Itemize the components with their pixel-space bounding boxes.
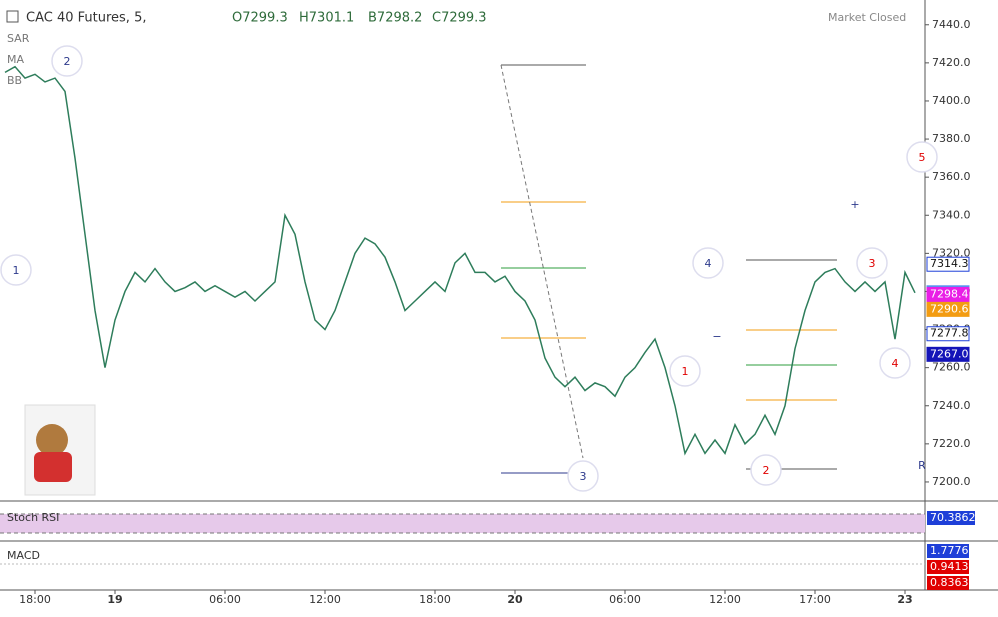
y-tick-label: 7200.0 <box>932 475 971 488</box>
wave-label: 4 <box>705 257 712 270</box>
wave-circle <box>879 347 911 379</box>
symbol-title: CAC 40 Futures, 5, <box>26 11 146 26</box>
y-tick-label: 7420.0 <box>932 56 971 69</box>
wave-label: 1 <box>682 365 689 378</box>
market-status: Market Closed <box>828 11 906 24</box>
ohlc-value: O7299.3 <box>232 11 288 26</box>
x-tick-label: 12:00 <box>709 593 741 606</box>
x-tick-label: 18:00 <box>19 593 51 606</box>
wave-label: 5 <box>919 151 926 164</box>
x-tick-label: 12:00 <box>309 593 341 606</box>
x-tick-label: 06:00 <box>209 593 241 606</box>
menu-icon[interactable] <box>6 10 19 23</box>
wave-circle <box>750 454 782 486</box>
wave-label: R <box>918 459 926 472</box>
price-label-box <box>926 301 970 317</box>
stoch-value: 70.3862 <box>930 511 976 524</box>
y-tick-label: 7240.0 <box>932 399 971 412</box>
wave-label: 1 <box>13 264 20 277</box>
y-tick-label: 7360.0 <box>932 170 971 183</box>
x-tick-label: 06:00 <box>609 593 641 606</box>
price-line <box>4 65 916 456</box>
y-tick-label: 7260.0 <box>932 361 971 374</box>
x-tick-label: 17:00 <box>799 593 831 606</box>
price-label-box <box>926 346 970 362</box>
indicator-label: SAR <box>7 32 30 45</box>
y-tick-label: 7220.0 <box>932 437 971 450</box>
stoch-band <box>0 514 925 533</box>
price-label: 7290.6 <box>930 302 969 315</box>
macd-value-box <box>927 560 969 574</box>
x-tick-label: 20 <box>507 593 523 606</box>
wave-circle <box>567 460 599 492</box>
wave-label: + <box>850 198 859 211</box>
price-label: 7277.8 <box>930 327 969 340</box>
macd-value-box <box>927 544 969 558</box>
wave-circle <box>906 141 938 173</box>
y-tick-label: 7400.0 <box>932 94 971 107</box>
wave-label: 3 <box>580 470 587 483</box>
logo-bear <box>36 424 68 456</box>
wave-circle <box>669 355 701 387</box>
ohlc-value: C7299.3 <box>432 11 487 26</box>
y-tick-label: 7320.0 <box>932 246 971 259</box>
x-tick-label: 18:00 <box>419 593 451 606</box>
price-label: 7298.4 <box>930 288 969 301</box>
indicator-label: BB <box>7 74 22 87</box>
wave-circle <box>51 45 83 77</box>
price-label: 7314.3 <box>930 257 969 270</box>
stoch-value-box <box>927 511 975 525</box>
stoch-title: Stoch RSI <box>7 511 59 524</box>
macd-title: MACD <box>7 549 40 562</box>
wave-label: 2 <box>64 55 71 68</box>
price-label-box <box>926 256 970 272</box>
wave-label: − <box>712 330 721 343</box>
ohlc-value: H7301.1 <box>299 11 354 26</box>
wave-label: 2 <box>763 464 770 477</box>
y-tick-label: 7340.0 <box>932 208 971 221</box>
wave-circle <box>692 247 724 279</box>
wave-circle <box>0 254 32 286</box>
macd-value: 1.7776 <box>930 544 969 557</box>
x-tick-label: 19 <box>107 593 122 606</box>
y-tick-label: 7380.0 <box>932 132 971 145</box>
price-label-box <box>926 326 970 342</box>
wave-circle <box>856 247 888 279</box>
indicator-label: MA <box>7 53 24 66</box>
wave-label: 3 <box>869 257 876 270</box>
ohlc-value: B7298.2 <box>368 11 422 26</box>
x-tick-label: 23 <box>897 593 912 606</box>
price-label: 7267.0 <box>930 347 969 360</box>
y-tick-label: 7440.0 <box>932 18 971 31</box>
price-label-box <box>926 287 970 303</box>
logo-bear-body <box>34 452 72 482</box>
wave-label: 4 <box>892 357 899 370</box>
macd-value: 0.8363 <box>930 576 969 589</box>
macd-value: 0.9413 <box>930 560 969 573</box>
macd-value-box <box>927 576 969 590</box>
